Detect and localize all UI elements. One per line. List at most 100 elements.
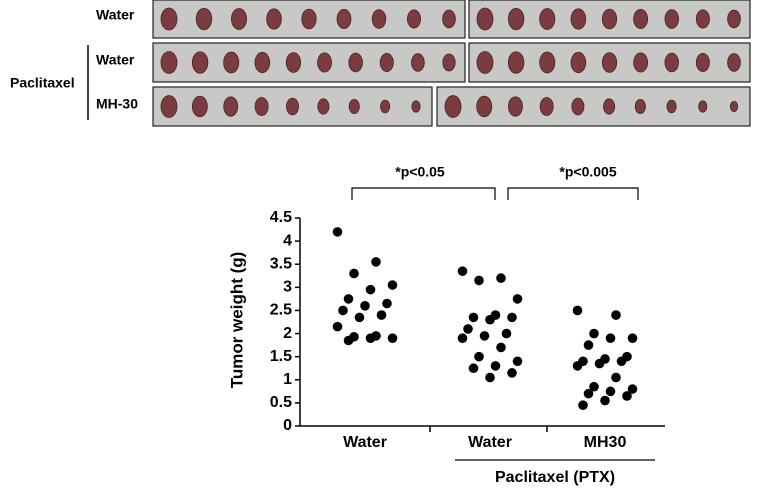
data-point bbox=[496, 342, 506, 353]
tumor bbox=[507, 51, 525, 74]
tumor bbox=[379, 53, 394, 72]
tumor bbox=[348, 99, 360, 114]
data-point bbox=[468, 363, 479, 374]
y-tick-label: 3 bbox=[283, 279, 292, 296]
data-point bbox=[600, 395, 610, 406]
y-tick-label: 1 bbox=[283, 371, 292, 388]
x-tick-label: MH30 bbox=[584, 434, 627, 451]
data-point bbox=[457, 266, 468, 276]
data-point bbox=[627, 333, 638, 343]
tumor bbox=[666, 99, 677, 114]
row-label: Water bbox=[96, 52, 135, 68]
tumor bbox=[230, 8, 247, 30]
data-point bbox=[589, 381, 599, 392]
tumor bbox=[254, 97, 269, 116]
tumor bbox=[601, 52, 618, 73]
data-point bbox=[496, 273, 506, 283]
data-point bbox=[387, 280, 398, 290]
y-tick-label: 0.5 bbox=[270, 394, 292, 411]
data-point bbox=[490, 361, 501, 371]
data-point bbox=[371, 257, 381, 267]
data-point bbox=[627, 384, 638, 394]
data-point bbox=[457, 333, 468, 343]
tumor bbox=[406, 9, 421, 29]
y-tick-label: 4.5 bbox=[270, 209, 292, 226]
tumor bbox=[442, 53, 456, 72]
tumor bbox=[301, 8, 317, 30]
y-tick-label: 1.5 bbox=[270, 348, 292, 365]
y-tick-label: 3.5 bbox=[270, 255, 292, 272]
row-label: Water bbox=[96, 7, 135, 23]
tumor bbox=[633, 52, 649, 73]
tumor bbox=[371, 9, 387, 29]
data-point bbox=[365, 284, 376, 295]
data-point bbox=[338, 305, 348, 316]
y-tick-label: 2 bbox=[283, 325, 292, 342]
tumor bbox=[507, 7, 525, 31]
data-point bbox=[332, 227, 343, 237]
data-point bbox=[512, 294, 523, 304]
data-point bbox=[611, 372, 621, 383]
data-point bbox=[468, 312, 479, 323]
tumor bbox=[698, 100, 708, 113]
tumor bbox=[191, 51, 209, 74]
data-point bbox=[622, 391, 632, 401]
tumor bbox=[411, 53, 425, 72]
tumor bbox=[695, 53, 710, 72]
tumor bbox=[444, 95, 462, 118]
tumor bbox=[336, 8, 352, 30]
data-point bbox=[485, 372, 495, 383]
tumor bbox=[601, 8, 618, 30]
tumor bbox=[539, 51, 556, 74]
tumor bbox=[476, 7, 494, 31]
tumor bbox=[442, 9, 456, 29]
tumor bbox=[603, 98, 616, 115]
data-point bbox=[382, 298, 392, 309]
data-point bbox=[594, 358, 605, 369]
tumor bbox=[286, 97, 299, 116]
tumor bbox=[223, 96, 239, 117]
sig-bracket bbox=[507, 187, 639, 200]
tumor bbox=[411, 100, 421, 113]
tumor bbox=[664, 52, 679, 73]
tumor bbox=[508, 96, 523, 117]
data-point bbox=[332, 321, 343, 332]
annotation: *p<0.005 bbox=[559, 164, 616, 180]
tumor bbox=[539, 8, 556, 30]
tumor bbox=[317, 52, 332, 73]
data-point bbox=[360, 301, 370, 311]
tumor bbox=[254, 51, 271, 74]
data-point bbox=[583, 388, 594, 399]
x-tick-label: Water bbox=[468, 434, 512, 451]
data-point bbox=[463, 324, 473, 334]
data-point bbox=[512, 356, 523, 367]
y-tick-label: 0 bbox=[283, 417, 292, 434]
data-point bbox=[605, 333, 616, 343]
tumor bbox=[160, 51, 178, 74]
tumor bbox=[191, 95, 208, 118]
tumor bbox=[348, 52, 363, 73]
tumor bbox=[539, 97, 554, 116]
tumor bbox=[664, 9, 679, 29]
data-point bbox=[605, 386, 616, 397]
tumor bbox=[285, 52, 302, 73]
data-point bbox=[507, 312, 517, 323]
tumor bbox=[476, 95, 493, 118]
tumor bbox=[695, 9, 710, 29]
x-tick-label: Water bbox=[343, 434, 387, 451]
data-point bbox=[343, 294, 354, 304]
tumor bbox=[266, 8, 282, 30]
data-point bbox=[501, 328, 512, 339]
tumor bbox=[160, 95, 178, 118]
data-point bbox=[611, 310, 621, 320]
data-point bbox=[376, 310, 387, 320]
tumor bbox=[633, 8, 649, 30]
data-point bbox=[578, 400, 588, 411]
tumor bbox=[476, 51, 494, 74]
data-point bbox=[474, 351, 484, 362]
data-point bbox=[616, 356, 627, 367]
data-point bbox=[572, 361, 583, 371]
data-point bbox=[572, 305, 583, 316]
tumor bbox=[160, 7, 178, 31]
